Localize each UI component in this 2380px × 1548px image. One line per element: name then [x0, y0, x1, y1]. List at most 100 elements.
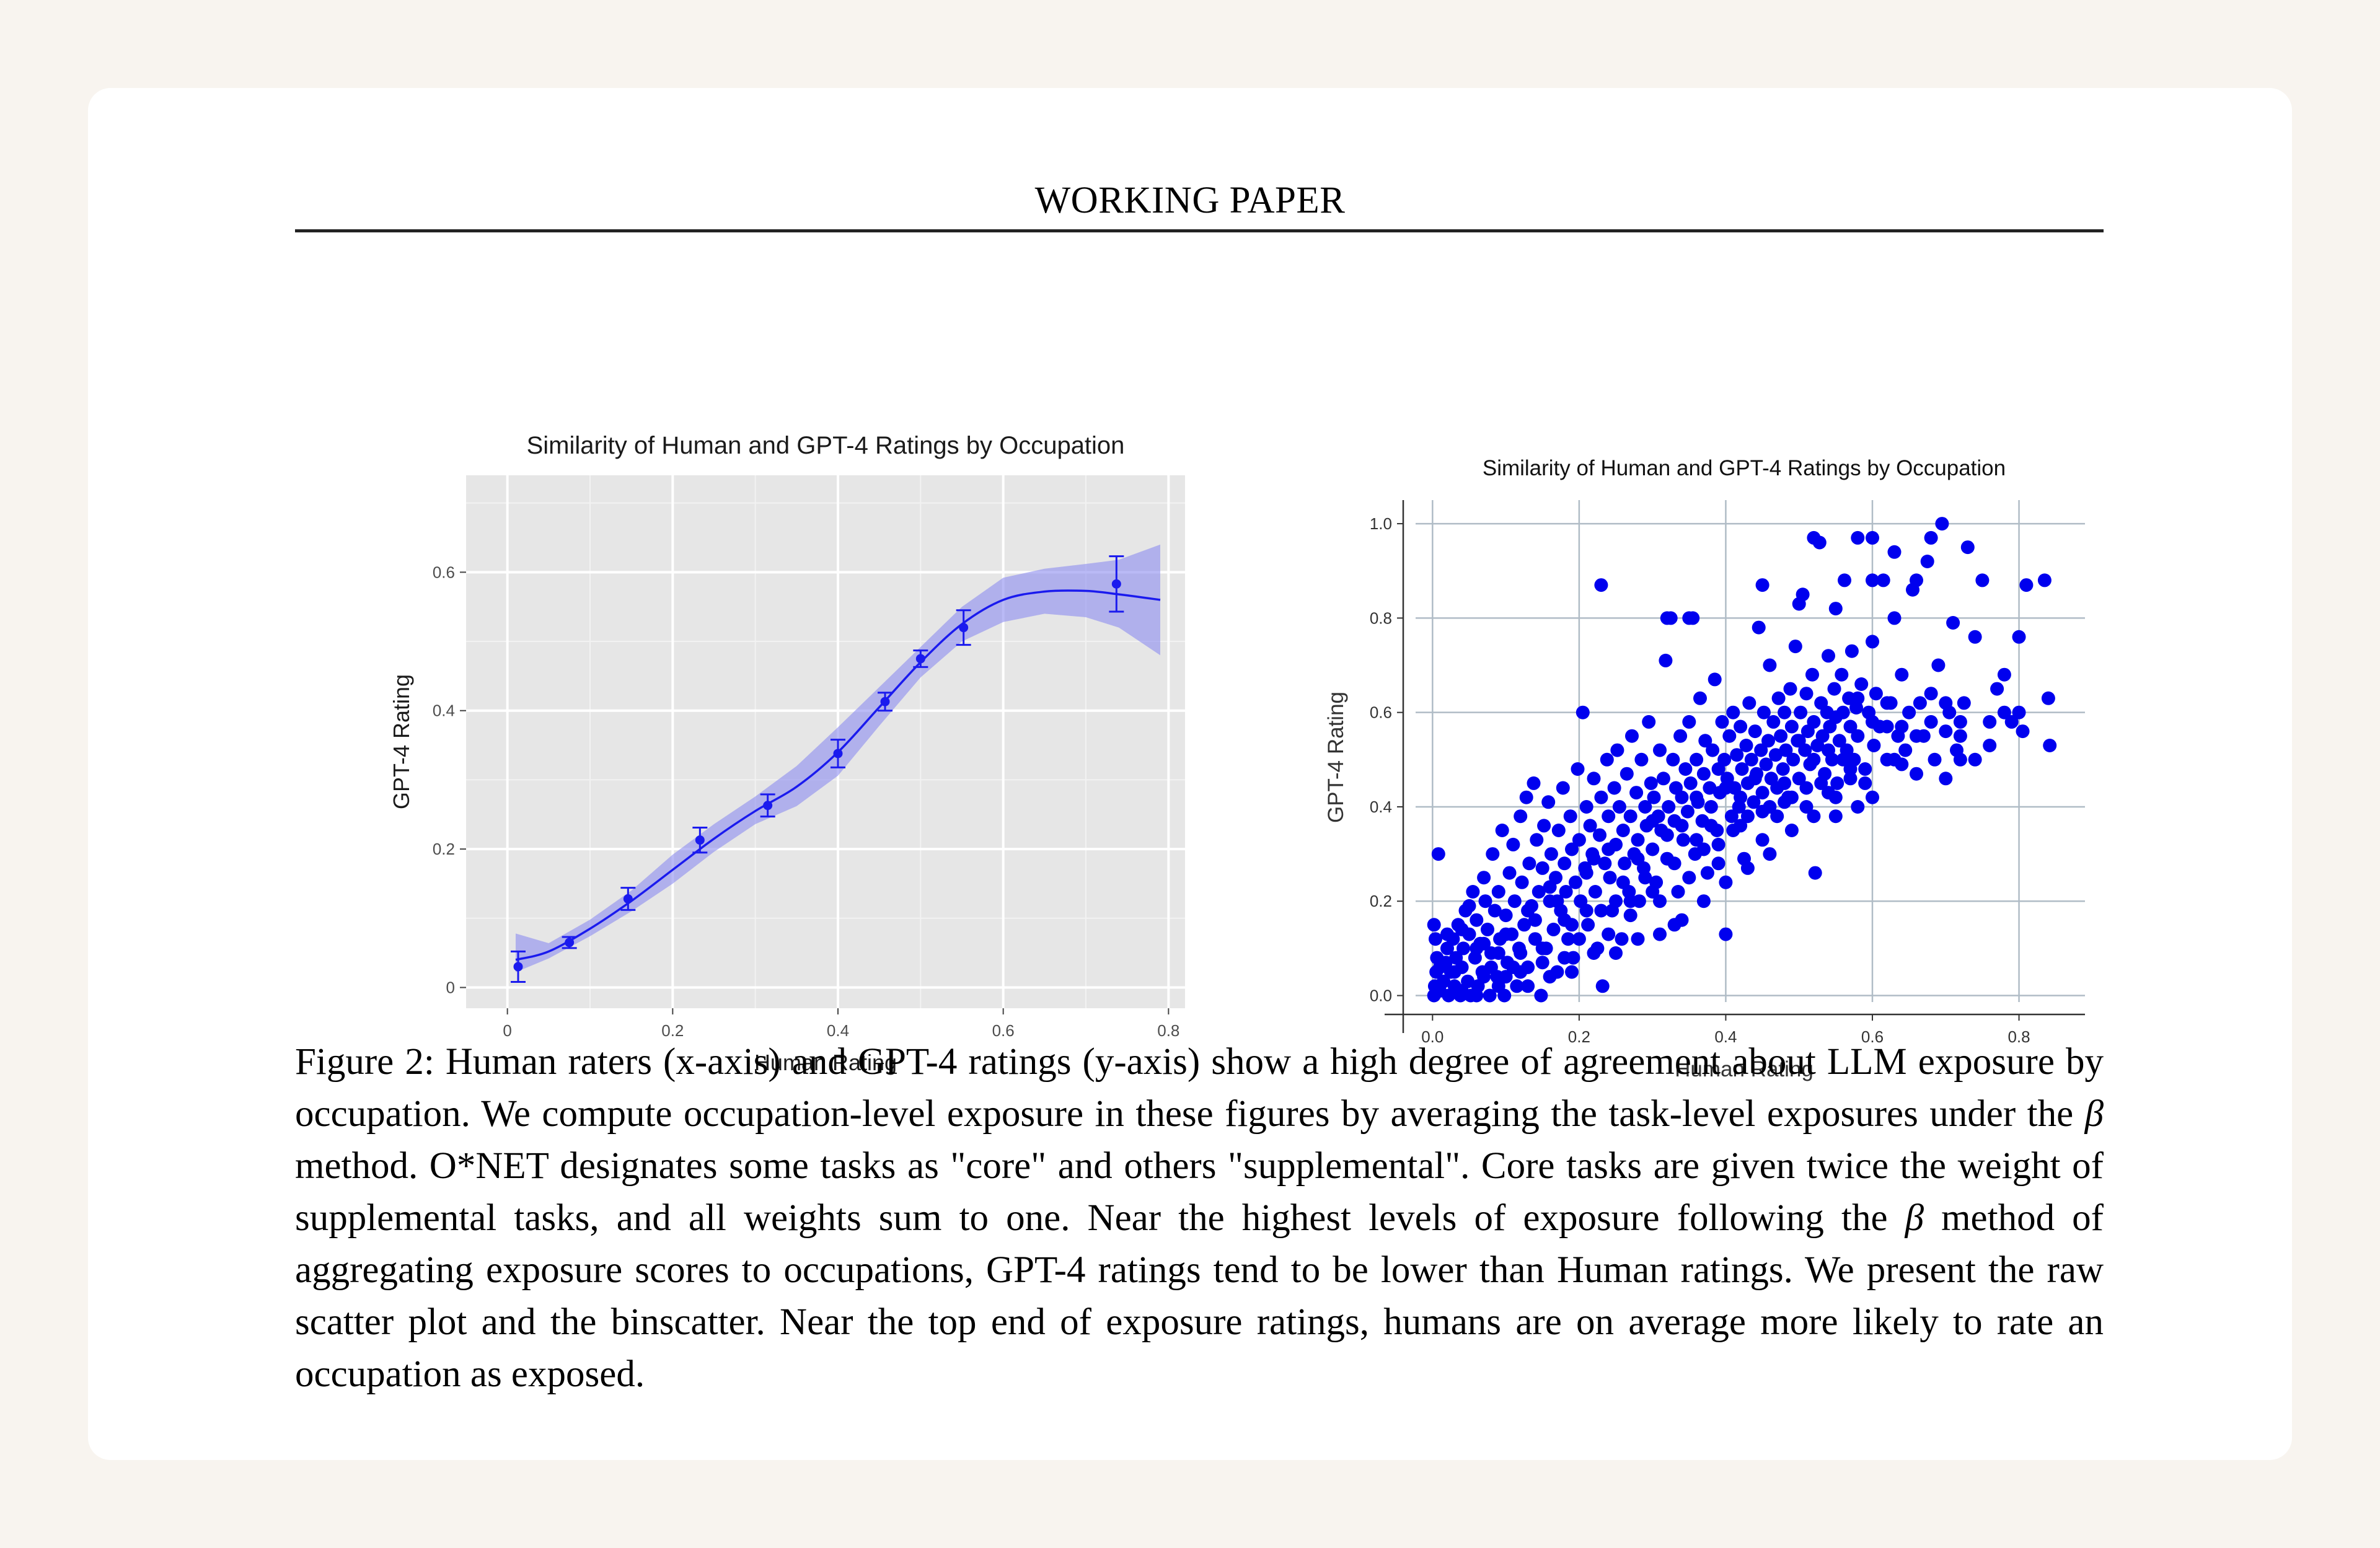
caption-text-2: method. O*NET designates some tasks as "… — [295, 1145, 2104, 1239]
scatter-point — [1739, 739, 1753, 752]
scatter-point — [1535, 861, 1549, 875]
scatter-point — [1609, 946, 1623, 960]
scatter-point — [2016, 724, 2030, 739]
scatter-point — [1431, 847, 1445, 861]
scatter-point — [1433, 960, 1447, 974]
scatter-point — [1600, 752, 1614, 767]
y-tick-label: 0.0 — [1370, 987, 1392, 1005]
scatter-point — [1866, 573, 1879, 587]
scatter-point — [1783, 682, 1797, 696]
scatter-point — [1491, 885, 1505, 899]
scatter-point — [1581, 918, 1595, 932]
scatter-point — [1427, 918, 1441, 932]
scatter-point — [1866, 530, 1879, 545]
scatter-point — [1843, 719, 1858, 734]
scatter-point — [2019, 578, 2034, 592]
scatter-point — [1638, 800, 1652, 814]
scatter-point — [1481, 922, 1494, 936]
scatter-point — [1734, 719, 1748, 734]
x-tick-label: 0 — [503, 1021, 511, 1040]
scatter-point — [1519, 790, 1533, 804]
scatter-point — [1690, 790, 1704, 804]
scatter-point — [1647, 790, 1661, 804]
scatter-point — [1748, 724, 1762, 739]
scatter-point — [1565, 965, 1579, 979]
scatter-point — [1696, 842, 1711, 856]
raw-scatter-chart: 0.0 0.2 0.4 0.6 0.8 0.0 0.2 0.4 0.6 0.8 1.0 Similar… — [1324, 456, 2085, 1081]
scatter-point — [1488, 904, 1502, 918]
scatter-point — [2041, 691, 2055, 705]
scatter-point — [1708, 672, 1722, 687]
scatter-point — [1805, 667, 1819, 682]
scatter-point — [1851, 729, 1865, 743]
scatter-point — [1799, 781, 1814, 795]
beta-symbol: β — [1905, 1197, 1924, 1239]
y-tick-label: 0.8 — [1370, 609, 1392, 627]
scatter-point — [1828, 809, 1843, 824]
scatter-point — [1678, 762, 1693, 776]
scatter-point — [1486, 847, 1500, 861]
scatter-point — [1530, 833, 1544, 847]
scatter-point — [1483, 988, 1497, 1003]
scatter-point — [1602, 809, 1616, 824]
scatter-point — [1706, 743, 1720, 757]
y-tick-label: 0.4 — [433, 701, 455, 720]
scatter-point — [1646, 814, 1660, 828]
scatter-point — [1895, 667, 1909, 682]
scatter-point — [1827, 682, 1841, 696]
scatter-point — [1807, 752, 1821, 767]
scatter-point — [1778, 795, 1792, 809]
scatter-point — [1726, 705, 1740, 719]
scatter-point — [1662, 800, 1676, 814]
scatter-point — [1990, 682, 2004, 696]
scatter-point — [1788, 640, 1802, 654]
scatter-point — [1594, 578, 1608, 592]
bin-point — [833, 749, 843, 759]
scatter-point — [1572, 833, 1586, 847]
scatter-point — [1768, 748, 1783, 762]
scatter-point — [1616, 824, 1630, 837]
scatter-point — [1495, 824, 1509, 837]
scatter-point — [1680, 804, 1695, 819]
scatter-point — [1558, 951, 1572, 965]
scatter-point — [1535, 941, 1549, 956]
scatter-point — [1704, 800, 1718, 814]
scatter-point — [1477, 871, 1491, 885]
scatter-point — [1866, 635, 1879, 649]
scatter-point — [1629, 786, 1644, 800]
scatter-point — [1625, 729, 1639, 743]
scatter-point — [1576, 705, 1590, 719]
scatter-point — [1887, 545, 1902, 559]
scatter-point — [1623, 894, 1637, 908]
scatter-point — [1561, 932, 1576, 946]
scatter-point — [1931, 658, 1946, 672]
scatter-point — [1997, 667, 2011, 682]
x-tick-label: 0.2 — [661, 1021, 684, 1040]
scatter-point — [1556, 781, 1570, 795]
scatter-point — [1550, 894, 1564, 908]
scatter-point — [1656, 772, 1670, 786]
scatter-point — [1499, 908, 1513, 923]
scatter-point — [1616, 875, 1630, 889]
scatter-point — [1935, 517, 1949, 531]
scatter-point — [1724, 809, 1739, 824]
scatter-point — [1784, 824, 1799, 837]
scatter-point — [1653, 743, 1667, 757]
scatter-point — [1711, 856, 1726, 871]
scatter-point — [1867, 739, 1881, 752]
scatter-point — [1587, 946, 1601, 960]
scatter-point — [1607, 781, 1621, 795]
scatter-point — [1696, 767, 1711, 781]
scatter-point — [1528, 913, 1542, 927]
scatter-point — [1715, 715, 1729, 729]
scatter-point — [1924, 715, 1938, 729]
scatter-point — [1535, 956, 1549, 970]
scatter-point — [1478, 894, 1492, 908]
y-tick-label: 0.6 — [433, 563, 455, 581]
scatter-point — [1887, 752, 1902, 767]
scatter-point — [1851, 800, 1865, 814]
scatter-point — [1696, 894, 1711, 908]
scatter-point — [1763, 847, 1777, 861]
scatter-point — [1522, 856, 1536, 871]
scatter-point — [1755, 578, 1770, 592]
